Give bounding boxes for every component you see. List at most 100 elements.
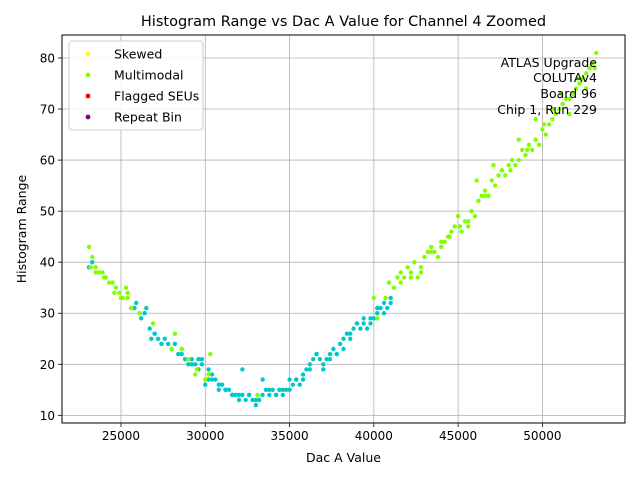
data-point-normal: [172, 341, 178, 347]
annotation-box: ATLAS Upgrade COLUTAv4 Board 96 Chip 1, …: [497, 55, 597, 117]
legend: Skewed Multimodal Flagged SEUs Repeat Bin: [68, 40, 204, 131]
data-point-normal: [287, 387, 292, 392]
data-point-normal: [240, 367, 245, 372]
data-point-normal: [267, 387, 272, 392]
x-axis: 25000 30000 35000 40000 45000 50000: [102, 423, 561, 443]
data-point-normal: [152, 331, 157, 336]
data-point-multimodal: [194, 367, 200, 372]
data-point-multimodal: [125, 290, 130, 295]
chart-title: Histogram Range vs Dac A Value for Chann…: [141, 14, 546, 30]
data-point-normal: [147, 326, 152, 331]
data-point-multimodal: [594, 50, 599, 56]
data-point-multimodal: [457, 224, 462, 229]
x-axis-label: Dac A Value: [306, 450, 381, 465]
data-point-multimodal: [525, 147, 530, 153]
data-point-normal: [179, 351, 184, 357]
data-point-normal: [287, 377, 292, 382]
data-point-multimodal: [137, 311, 142, 316]
data-point-multimodal: [570, 91, 575, 96]
data-point-normal: [368, 321, 373, 326]
data-point-multimodal: [474, 178, 479, 183]
data-point-multimodal: [408, 270, 414, 275]
data-point-multimodal: [543, 132, 548, 137]
data-point-multimodal: [466, 224, 471, 229]
data-point-multimodal: [408, 275, 414, 280]
data-point-normal: [134, 300, 139, 306]
data-point-multimodal: [533, 117, 538, 122]
y-axis-label: Histogram Range: [14, 174, 29, 283]
data-point-normal: [203, 382, 208, 387]
y-axis: 10 20 30 40 50 60 70 80: [40, 51, 62, 423]
data-point-normal: [216, 382, 221, 387]
data-point-multimodal: [520, 147, 525, 153]
data-point-multimodal: [530, 147, 535, 153]
data-point-multimodal: [371, 295, 376, 301]
data-point-normal: [337, 341, 343, 347]
data-point-multimodal: [150, 321, 156, 326]
y-tick-label: 10: [40, 409, 55, 423]
data-point-normal: [334, 351, 339, 357]
data-point-multimodal: [486, 193, 491, 198]
data-point-multimodal: [375, 316, 380, 321]
data-point-multimodal: [422, 254, 427, 260]
data-point-normal: [307, 362, 312, 367]
data-point-normal: [139, 316, 144, 321]
data-point-multimodal: [398, 280, 403, 285]
data-point-multimodal: [117, 290, 122, 295]
data-point-normal: [250, 397, 255, 403]
data-point-multimodal: [206, 372, 211, 377]
data-point-multimodal: [587, 66, 592, 71]
data-point-normal: [375, 305, 380, 311]
data-point-normal: [206, 367, 211, 372]
data-point-multimodal: [412, 260, 417, 265]
data-point-normal: [144, 305, 149, 311]
data-point-multimodal: [509, 157, 515, 163]
data-point-multimodal: [560, 101, 565, 107]
data-point-normal: [290, 382, 296, 387]
data-point-normal: [331, 346, 336, 352]
legend-marker: [85, 72, 91, 78]
data-point-multimodal: [123, 285, 129, 290]
data-point-normal: [209, 372, 215, 377]
data-point-normal: [270, 387, 275, 392]
x-tick-label: 35000: [270, 429, 308, 443]
data-points: [86, 50, 599, 408]
data-point-normal: [253, 402, 258, 408]
data-point-normal: [354, 321, 360, 326]
data-point-normal: [364, 326, 370, 331]
data-point-multimodal: [101, 275, 107, 280]
data-point-multimodal: [553, 111, 559, 117]
data-point-multimodal: [479, 193, 484, 198]
data-point-multimodal: [425, 249, 430, 255]
data-point-normal: [219, 382, 225, 387]
data-point-multimodal: [550, 117, 555, 122]
x-tick-label: 40000: [355, 429, 393, 443]
annotation-line: ATLAS Upgrade: [501, 55, 598, 70]
data-point-normal: [361, 321, 366, 326]
data-point-multimodal: [88, 265, 93, 270]
data-point-multimodal: [466, 219, 471, 224]
data-point-multimodal: [567, 96, 572, 102]
data-point-multimodal: [482, 188, 488, 193]
data-point-normal: [193, 362, 198, 367]
data-point-normal: [263, 387, 269, 392]
data-point-normal: [327, 357, 333, 362]
data-point-multimodal: [541, 122, 547, 127]
data-point-normal: [327, 351, 333, 357]
data-point-multimodal: [546, 122, 552, 127]
data-point-normal: [358, 326, 363, 331]
data-point-multimodal: [452, 224, 457, 229]
data-point-normal: [149, 336, 154, 341]
data-point-normal: [324, 357, 329, 362]
legend-marker: [85, 93, 91, 99]
legend-marker: [85, 51, 91, 57]
data-point-multimodal: [462, 219, 468, 224]
legend-label: Skewed: [114, 47, 162, 62]
data-point-multimodal: [172, 331, 178, 336]
annotation-line: Board 96: [540, 86, 597, 101]
data-point-normal: [166, 341, 171, 347]
data-point-normal: [273, 392, 279, 398]
data-point-multimodal: [90, 254, 95, 260]
data-point-multimodal: [193, 372, 198, 377]
legend-label: Flagged SEUs: [114, 89, 199, 104]
